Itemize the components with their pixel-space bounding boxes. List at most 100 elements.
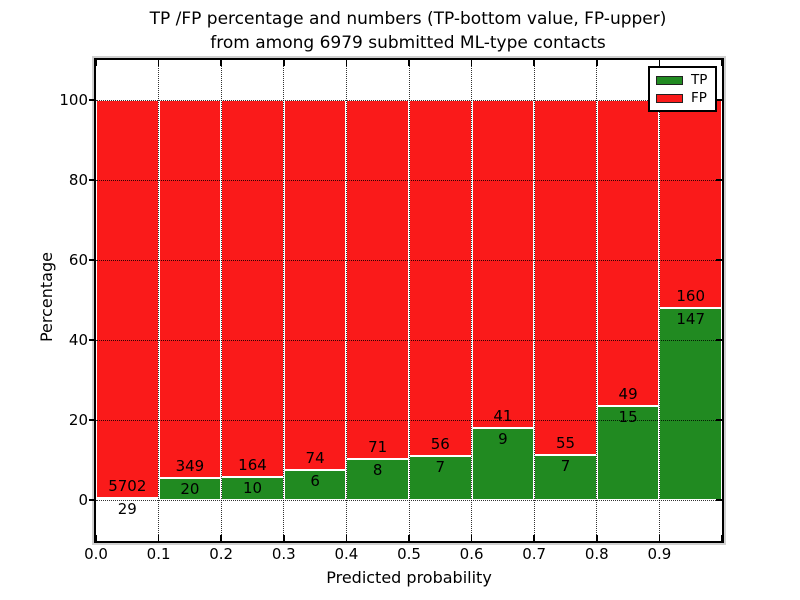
legend-label-fp: FP [691,90,707,106]
x-tick-top [596,60,598,66]
tp-count-label-bin5: 7 [435,457,446,476]
fp-count-label-bin3: 74 [305,449,325,467]
x-tick-bottom [470,535,473,541]
x-tick-label-0.1: 0.1 [146,545,171,563]
x-tick-top [95,60,97,66]
y-tick-label-0: 0 [78,491,88,509]
fp-count-label-bin6: 41 [493,407,513,425]
fp-color-swatch [656,93,683,103]
x-tick-bottom [157,535,160,541]
x-tick-label-0.3: 0.3 [271,545,296,563]
x-tick-top [157,60,160,66]
x-tick-top [721,60,723,66]
bar-tp-bin9 [659,308,722,500]
x-tick-label-0.4: 0.4 [334,545,359,563]
gridline-x-0.6 [471,60,473,541]
tp-count-label-bin1: 20 [180,480,200,499]
fp-count-label-bin7: 55 [555,433,576,452]
x-tick-bottom [596,535,598,541]
bar-fp-bin2 [221,100,284,477]
gridline-y-40 [96,339,722,341]
tp-color-swatch [656,75,683,85]
y-tick-right [716,499,722,501]
x-tick-label-0.6: 0.6 [459,545,484,563]
bar-fp-bin5 [409,100,472,456]
y-tick-left [89,99,94,101]
chart-title-line1: TP /FP percentage and numbers (TP-bottom… [149,9,667,29]
gridline-x-0.7 [533,60,535,541]
gridline-x-0.8 [596,60,598,541]
x-tick-label-0.5: 0.5 [397,545,421,563]
y-tick-left [89,179,94,181]
x-tick-top [220,60,222,66]
tp-count-label-bin0: 29 [117,499,137,518]
x-tick-label-0.9: 0.9 [647,545,672,563]
y-tick-label-100: 100 [59,91,88,109]
x-tick-bottom [533,535,535,541]
y-tick-right [716,179,722,181]
legend-label-tp: TP [691,72,708,88]
y-tick-label-80: 80 [68,171,88,189]
x-tick-top [533,60,535,66]
x-tick-bottom [283,535,285,541]
plot-area: 5702 29 349 20 164 10 74 6 71 8 56 7 41 9 55 7 49 15 160 14… [89,56,726,545]
x-tick-top [283,60,285,66]
y-tick-right [716,419,722,421]
x-tick-top [408,60,410,66]
fp-count-label-bin8: 49 [618,385,638,404]
tp-count-label-bin9: 147 [676,310,705,329]
bar-fp-bin8 [596,100,660,407]
y-axis-label: Percentage [37,252,56,343]
x-axis-label: Predicted probability [326,568,492,587]
y-tick-label-40: 40 [68,331,88,349]
chart-title: TP /FP percentage and numbers (TP-bottom… [16,7,800,55]
y-tick-label-60: 60 [68,251,88,269]
bar-fp-bin3 [283,100,347,470]
x-tick-top [658,60,661,66]
bar-fp-bin1 [158,100,222,479]
bar-tp-bin4 [346,459,409,500]
tp-count-label-bin7: 7 [560,456,571,475]
gridline-x-0.3 [283,60,285,541]
y-tick-left [89,339,94,341]
fp-count-label-bin1: 349 [175,457,205,476]
gridline-y-20 [96,419,722,421]
tp-count-label-bin2: 10 [242,479,263,497]
fp-count-label-bin0: 5702 [108,476,147,495]
x-tick-bottom [220,535,222,541]
y-tick-right [716,99,722,101]
gridline-x-0.2 [220,60,222,541]
gridline-y-60 [96,259,722,261]
y-tick-left [89,419,94,421]
legend-item-tp: TP [656,73,709,87]
chart-title-line2: from among 6979 submitted ML-type contac… [210,33,606,53]
x-tick-label-0.0: 0.0 [84,545,108,563]
gridline-x-0.4 [345,60,347,541]
gridline-y-0 [96,499,722,501]
y-tick-left [89,499,94,501]
x-tick-top [470,60,473,66]
bar-fp-bin0 [96,100,159,498]
fp-count-label-bin2: 164 [238,456,267,474]
gridline-x-0.9 [658,60,660,541]
bar-fp-bin7 [534,100,597,455]
x-tick-label-0.8: 0.8 [584,545,609,563]
y-tick-left [89,259,94,261]
y-tick-label-20: 20 [68,411,88,429]
x-tick-label-0.2: 0.2 [209,545,234,563]
x-tick-bottom [345,535,348,541]
gridline-y-100 [96,99,722,101]
y-tick-right [716,259,722,261]
gridline-x-0.5 [408,60,410,541]
bar-fp-bin9 [659,100,722,309]
tp-count-label-bin6: 9 [498,430,508,448]
fp-count-label-bin4: 71 [368,438,388,457]
gridline-x-0.1 [158,60,160,541]
fp-count-label-bin5: 56 [430,434,450,453]
x-tick-top [345,60,348,66]
tp-count-label-bin3: 6 [310,472,320,490]
bar-fp-bin4 [346,100,409,460]
x-tick-bottom [95,535,97,541]
legend: TP FP [648,66,717,112]
y-tick-right [716,339,722,341]
